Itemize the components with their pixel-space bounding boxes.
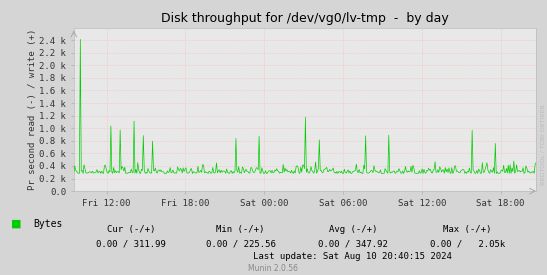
Y-axis label: Pr second read (-) / write (+): Pr second read (-) / write (+) (27, 29, 37, 190)
Text: Cur (-/+): Cur (-/+) (107, 226, 155, 234)
Text: 0.00 / 311.99: 0.00 / 311.99 (96, 239, 166, 248)
Text: RRDTOOL / TOBI OETIKER: RRDTOOL / TOBI OETIKER (540, 104, 546, 185)
Text: Min (-/+): Min (-/+) (217, 226, 265, 234)
Title: Disk throughput for /dev/vg0/lv-tmp  -  by day: Disk throughput for /dev/vg0/lv-tmp - by… (161, 12, 449, 25)
Text: Last update: Sat Aug 10 20:40:15 2024: Last update: Sat Aug 10 20:40:15 2024 (253, 252, 452, 261)
Text: Max (-/+): Max (-/+) (444, 226, 492, 234)
Text: Avg (-/+): Avg (-/+) (329, 226, 377, 234)
Text: Munin 2.0.56: Munin 2.0.56 (248, 264, 299, 273)
Text: ■: ■ (11, 219, 21, 229)
Text: 0.00 / 225.56: 0.00 / 225.56 (206, 239, 276, 248)
Text: Bytes: Bytes (33, 219, 62, 229)
Text: 0.00 / 347.92: 0.00 / 347.92 (318, 239, 388, 248)
Text: 0.00 /   2.05k: 0.00 / 2.05k (430, 239, 505, 248)
